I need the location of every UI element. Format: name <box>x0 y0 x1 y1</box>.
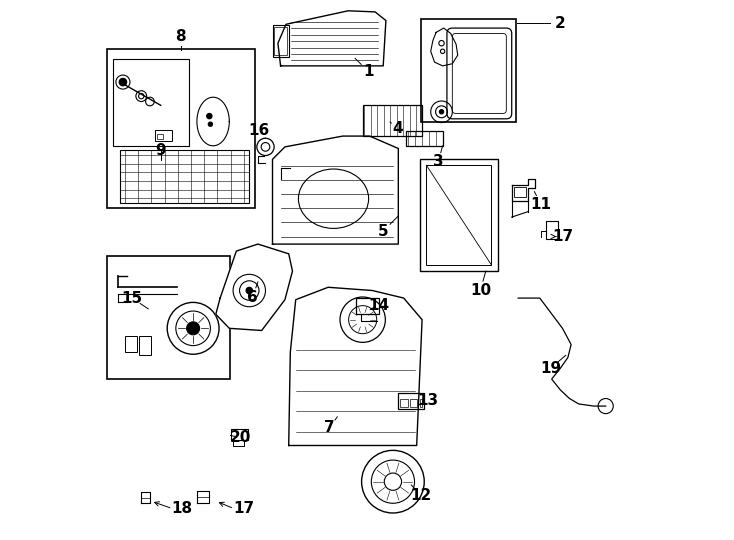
Text: 10: 10 <box>470 283 491 298</box>
Circle shape <box>186 322 200 335</box>
Bar <box>274 27 287 55</box>
Text: 6: 6 <box>247 289 258 305</box>
Bar <box>139 336 151 355</box>
Text: 2: 2 <box>554 16 565 31</box>
Text: 18: 18 <box>172 501 193 516</box>
Bar <box>125 336 137 352</box>
Text: 5: 5 <box>378 224 388 239</box>
Bar <box>106 256 230 379</box>
Bar <box>420 159 498 271</box>
Text: 14: 14 <box>368 298 390 313</box>
Polygon shape <box>288 287 422 446</box>
Text: 9: 9 <box>156 143 166 158</box>
Bar <box>363 105 422 136</box>
Bar <box>113 59 189 146</box>
Bar <box>106 49 255 208</box>
Text: 17: 17 <box>552 229 573 244</box>
Bar <box>158 134 163 139</box>
Bar <box>231 429 248 440</box>
Bar <box>356 298 379 314</box>
Circle shape <box>208 122 213 126</box>
Polygon shape <box>272 136 399 244</box>
Text: 20: 20 <box>230 430 251 445</box>
Bar <box>514 187 526 197</box>
Bar <box>401 399 407 407</box>
Text: 1: 1 <box>363 64 374 79</box>
Text: 7: 7 <box>324 420 335 435</box>
Polygon shape <box>278 11 386 66</box>
Circle shape <box>246 287 252 294</box>
Text: 15: 15 <box>122 291 142 306</box>
Text: 13: 13 <box>417 393 438 408</box>
Bar <box>426 165 491 265</box>
Bar <box>156 130 172 141</box>
Circle shape <box>139 93 144 99</box>
Bar <box>420 399 422 407</box>
Bar <box>406 131 443 146</box>
Circle shape <box>119 78 127 86</box>
Text: 17: 17 <box>233 501 255 516</box>
Polygon shape <box>216 244 292 330</box>
Bar <box>272 25 288 57</box>
Text: 12: 12 <box>410 488 432 503</box>
Bar <box>546 221 558 239</box>
Text: 4: 4 <box>392 121 402 136</box>
Bar <box>399 393 424 409</box>
Text: 19: 19 <box>540 361 562 376</box>
Circle shape <box>116 75 130 89</box>
Bar <box>410 399 417 407</box>
Circle shape <box>440 110 443 114</box>
Circle shape <box>136 91 147 102</box>
Bar <box>120 150 250 202</box>
Bar <box>421 19 515 122</box>
Circle shape <box>145 97 154 106</box>
Text: 8: 8 <box>175 29 186 44</box>
Text: 16: 16 <box>248 123 269 138</box>
Text: 11: 11 <box>531 197 551 212</box>
Text: 3: 3 <box>433 154 443 170</box>
Circle shape <box>206 113 212 119</box>
